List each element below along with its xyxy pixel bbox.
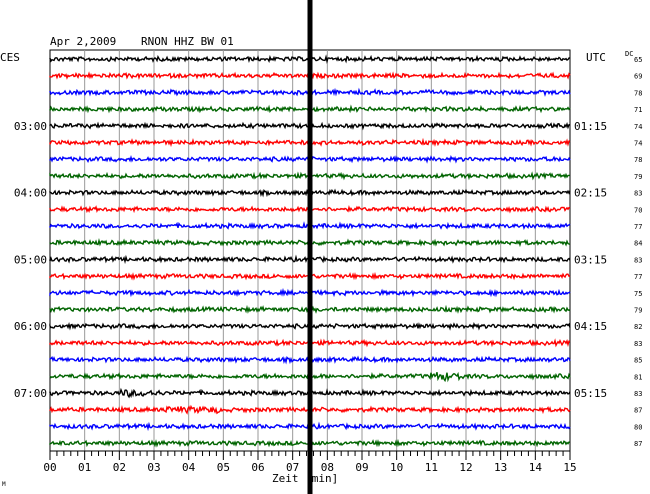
dc-value: 87 [634, 440, 642, 448]
dc-offset-values: 65 69 78 71 74 74 78 79 83 70 77 84 83 77 75 79 82 83 85 81… [634, 56, 642, 448]
x-tick-label: 05 [217, 461, 230, 474]
x-tick-label: 03 [147, 461, 160, 474]
right-time-labels: 01:15 02:15 03:15 04:15 05:15 [574, 120, 607, 400]
event-marker [307, 0, 313, 494]
right-time-label: 05:15 [574, 387, 607, 400]
dc-value: 85 [634, 357, 642, 365]
x-tick-label: 09 [355, 461, 368, 474]
x-tick-label: 04 [182, 461, 196, 474]
dc-value: 74 [634, 140, 642, 148]
x-tick-label: 14 [529, 461, 543, 474]
dc-value: 75 [634, 290, 642, 298]
right-time-label: 01:15 [574, 120, 607, 133]
right-time-label: 03:15 [574, 253, 607, 266]
dc-label: DC [625, 50, 633, 58]
x-tick-label: 10 [390, 461, 403, 474]
x-tick-label: 12 [459, 461, 472, 474]
grid-lines [84, 50, 536, 451]
dc-value: 87 [634, 407, 642, 415]
left-time-label: 04:00 [14, 187, 47, 200]
dc-value: 81 [634, 373, 642, 381]
left-time-label: 05:00 [14, 253, 47, 266]
left-time-labels: 03:00 04:00 05:00 06:00 07:00 [14, 120, 47, 400]
dc-value: 77 [634, 223, 642, 231]
dc-value: 79 [634, 307, 642, 315]
dc-value: 80 [634, 423, 642, 431]
header-station: RNON HHZ BW 01 [141, 35, 234, 48]
x-tick-label: 08 [321, 461, 334, 474]
dc-value: 84 [634, 240, 642, 248]
dc-value: 83 [634, 190, 642, 198]
left-zone-label: CES [0, 51, 20, 64]
x-axis: 00 01 02 03 04 05 06 07 08 09 10 11 12 13 14 15 [43, 450, 577, 474]
right-time-label: 02:15 [574, 187, 607, 200]
dc-value: 69 [634, 73, 642, 81]
right-time-label: 04:15 [574, 320, 607, 333]
header-date: Apr 2,2009 [50, 35, 116, 48]
x-tick-label: 02 [113, 461, 126, 474]
x-tick-label: 07 [286, 461, 299, 474]
dc-value: 83 [634, 390, 642, 398]
dc-value: 78 [634, 89, 642, 97]
dc-value: 74 [634, 123, 642, 131]
right-zone-label: UTC [586, 51, 606, 64]
dc-value: 65 [634, 56, 642, 64]
x-tick-label: 00 [43, 461, 56, 474]
dc-value: 70 [634, 206, 642, 214]
dc-value: 77 [634, 273, 642, 281]
dc-value: 78 [634, 156, 642, 164]
left-time-label: 03:00 [14, 120, 47, 133]
dc-value: 71 [634, 106, 642, 114]
x-tick-label: 01 [78, 461, 91, 474]
left-time-label: 06:00 [14, 320, 47, 333]
x-tick-label: 13 [494, 461, 507, 474]
corner-mark: M [2, 481, 6, 488]
x-tick-label: 06 [251, 461, 264, 474]
x-axis-label: Zeit [min] [272, 472, 338, 485]
dc-value: 82 [634, 323, 642, 331]
dc-value: 83 [634, 340, 642, 348]
dc-value: 79 [634, 173, 642, 181]
x-tick-label: 11 [425, 461, 438, 474]
left-time-label: 07:00 [14, 387, 47, 400]
dc-value: 83 [634, 256, 642, 264]
x-tick-label: 15 [563, 461, 576, 474]
